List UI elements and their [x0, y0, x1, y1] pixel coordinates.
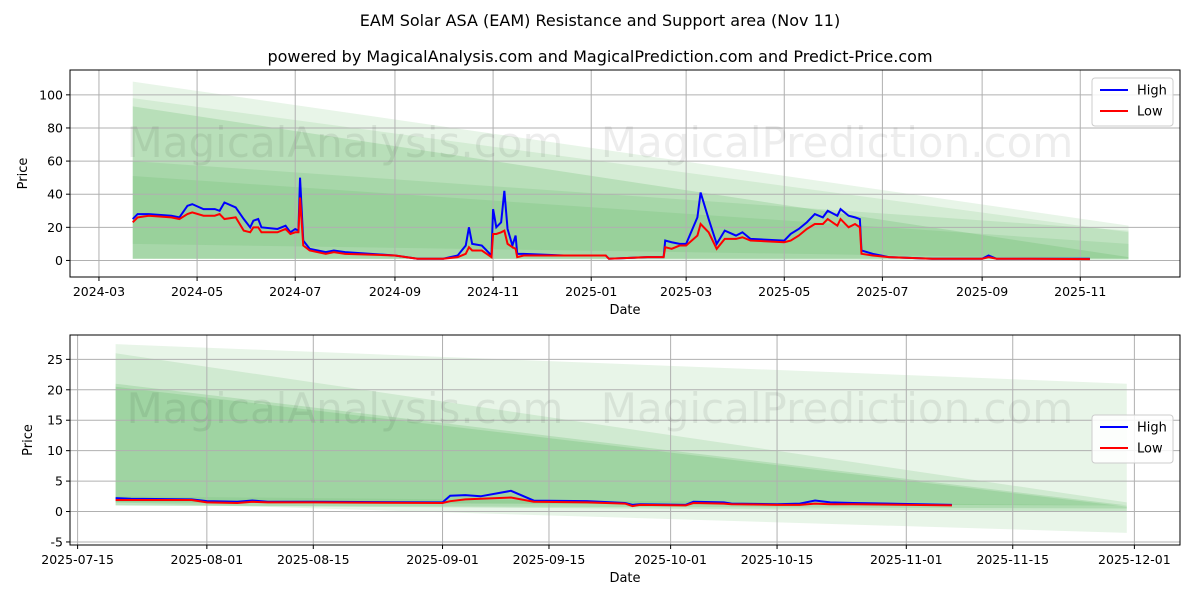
chart-title: EAM Solar ASA (EAM) Resistance and Suppo… [359, 11, 841, 30]
x-tick-label: 2024-07 [269, 284, 321, 299]
resistance-support-band [132, 98, 1129, 259]
y-tick-label: 60 [47, 154, 63, 169]
x-tick-label: 2025-12-01 [1098, 552, 1171, 567]
x-tick-label: 2024-09 [369, 284, 421, 299]
y-tick-label: 20 [47, 220, 63, 235]
legend-label: High [1137, 84, 1167, 99]
resistance-support-band [115, 353, 1127, 506]
x-tick-label: 2025-07-15 [41, 552, 114, 567]
chart-2: -5 0 5 10 15 20 25 2025-07-15 2025-08-01 2025-08-… [21, 334, 1181, 586]
x-tick-label: 2024-11 [467, 284, 519, 299]
high-series-line [132, 177, 1090, 260]
y-tick-label: 25 [47, 352, 63, 367]
x-tick-label: 2025-10-15 [741, 552, 814, 567]
watermark: MagicalPrediction.com [601, 118, 1074, 167]
low-series-line [115, 496, 952, 508]
plot-frame [69, 334, 1181, 546]
x-tick-label: 2025-08-01 [171, 552, 244, 567]
resistance-support-band [115, 383, 1127, 509]
y-tick-label: 0 [55, 504, 63, 519]
x-tick-label: 2025-11 [1054, 284, 1106, 299]
x-tick-label: 2025-07 [856, 284, 908, 299]
y-axis-label: Price [16, 158, 31, 190]
y-tick-label: 0 [55, 253, 63, 268]
legend-label: Low [1137, 442, 1163, 457]
x-axis-label: Date [609, 303, 640, 318]
x-tick-label: 2025-08-15 [277, 552, 350, 567]
resistance-support-band [115, 344, 1127, 506]
y-tick-label: 20 [47, 382, 63, 397]
x-tick-label: 2024-03 [73, 284, 125, 299]
resistance-support-band [132, 161, 1129, 259]
low-series-line [132, 197, 1090, 261]
y-axis-label: Price [21, 424, 36, 456]
resistance-support-band [132, 175, 1129, 259]
x-tick-label: 2025-09-01 [406, 552, 479, 567]
y-tick-label: 80 [47, 120, 63, 135]
legend: High Low [1091, 414, 1174, 464]
chart-subtitle: powered by MagicalAnalysis.com and Magic… [267, 47, 933, 66]
resistance-support-band [132, 81, 1129, 259]
y-tick-label: 5 [55, 474, 63, 489]
watermark: MagicalAnalysis.com [127, 118, 564, 167]
x-tick-label: 2025-11-15 [976, 552, 1049, 567]
x-tick-label: 2025-11-01 [870, 552, 943, 567]
y-tick-label: 15 [47, 413, 63, 428]
x-tick-label: 2025-05 [758, 284, 810, 299]
y-tick-label: -5 [51, 534, 63, 549]
legend: High Low [1091, 77, 1174, 127]
resistance-support-band [115, 386, 1127, 512]
resistance-support-band [132, 106, 1129, 261]
x-tick-label: 2025-01 [565, 284, 617, 299]
watermark: MagicalAnalysis.com [127, 384, 564, 433]
y-tick-label: 100 [39, 87, 63, 102]
y-tick-label: 40 [47, 187, 63, 202]
chart-1: 0 20 40 60 80 100 2024-03 2024-05 2024-07 2024-09… [16, 69, 1181, 318]
x-tick-label: 2025-09-15 [513, 552, 586, 567]
x-tick-label: 2024-05 [171, 284, 223, 299]
legend-label: High [1137, 421, 1167, 436]
legend-label: Low [1137, 105, 1163, 120]
x-tick-label: 2025-10-01 [634, 552, 707, 567]
x-tick-label: 2025-03 [660, 284, 712, 299]
x-tick-label: 2025-09 [956, 284, 1008, 299]
y-tick-label: 10 [47, 443, 63, 458]
x-axis-label: Date [609, 571, 640, 586]
plot-frame [69, 69, 1181, 278]
watermark: MagicalPrediction.com [601, 384, 1074, 433]
